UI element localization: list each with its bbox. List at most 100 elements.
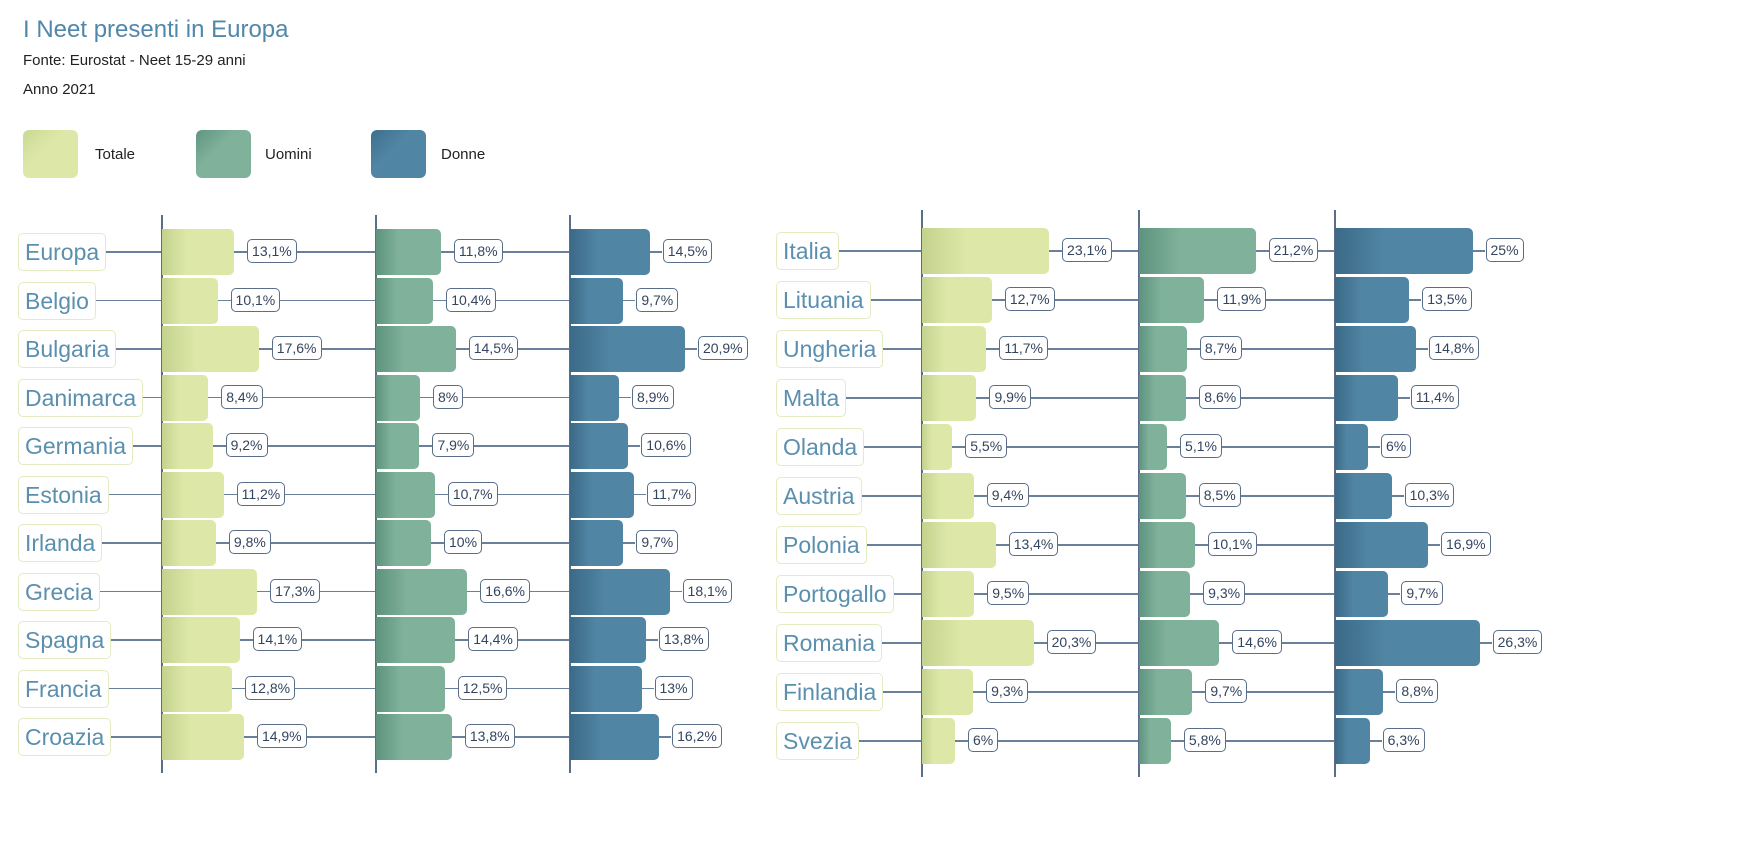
bar-totale bbox=[162, 374, 209, 421]
bar-totale bbox=[162, 714, 244, 760]
data-label: 9,7% bbox=[636, 287, 679, 312]
category-label: Italia bbox=[776, 232, 839, 270]
row-connector-line bbox=[776, 740, 1382, 742]
bar-uomini bbox=[1139, 277, 1205, 323]
data-label: 13,8% bbox=[464, 724, 515, 748]
data-label: 10,6% bbox=[641, 433, 691, 457]
bar-totale bbox=[922, 669, 974, 715]
bar-totale bbox=[922, 473, 974, 519]
bar-uomini bbox=[376, 423, 420, 469]
data-label: 10,3% bbox=[1404, 483, 1455, 507]
data-label: 14,9% bbox=[256, 724, 307, 748]
row-connector-line bbox=[776, 348, 1429, 350]
data-label: 9,7% bbox=[1401, 581, 1444, 605]
bar-donne bbox=[570, 229, 650, 275]
category-label: Polonia bbox=[776, 526, 867, 564]
data-label: 21,2% bbox=[1268, 238, 1319, 262]
axis-line bbox=[161, 215, 163, 773]
data-label: 9,9% bbox=[989, 385, 1032, 409]
bar-donne bbox=[570, 277, 624, 324]
bar-uomini bbox=[376, 665, 445, 712]
data-label: 26,3% bbox=[1492, 630, 1543, 654]
data-label: 14,8% bbox=[1429, 336, 1480, 360]
category-label: Austria bbox=[776, 477, 862, 515]
data-label: 10,4% bbox=[446, 287, 496, 312]
bar-uomini bbox=[376, 326, 456, 372]
bar-donne bbox=[570, 617, 646, 663]
row-connector-line bbox=[18, 396, 631, 398]
bar-uomini bbox=[376, 568, 468, 615]
bar-donne bbox=[570, 520, 624, 566]
data-label: 14,5% bbox=[468, 336, 519, 360]
data-label: 12,7% bbox=[1004, 287, 1055, 311]
data-label: 8,4% bbox=[221, 384, 264, 409]
bar-donne bbox=[570, 374, 619, 421]
axis-line bbox=[1138, 210, 1140, 777]
bar-uomini bbox=[1139, 522, 1195, 568]
legend-swatch-totale bbox=[23, 130, 78, 178]
data-label: 12,8% bbox=[245, 675, 296, 700]
data-label: 8,9% bbox=[631, 384, 674, 409]
chart-title: I Neet presenti in Europa bbox=[23, 16, 289, 43]
bar-totale bbox=[162, 423, 213, 469]
data-label: 11,4% bbox=[1410, 385, 1460, 409]
bar-donne bbox=[1335, 277, 1410, 323]
row-connector-line bbox=[776, 250, 1485, 252]
data-label: 8,5% bbox=[1198, 483, 1241, 507]
row-connector-line bbox=[18, 542, 636, 544]
data-label: 11,8% bbox=[453, 239, 503, 263]
row-connector-line bbox=[18, 639, 658, 641]
axis-line bbox=[1334, 210, 1336, 777]
data-label: 14,4% bbox=[468, 627, 518, 651]
bar-uomini bbox=[1139, 228, 1256, 274]
row-connector-line bbox=[18, 736, 672, 738]
data-label: 8,6% bbox=[1199, 385, 1242, 409]
data-label: 9,4% bbox=[986, 483, 1029, 507]
row-connector-line bbox=[18, 251, 662, 253]
category-label: Danimarca bbox=[18, 378, 144, 417]
category-label: Belgio bbox=[18, 281, 96, 320]
bar-uomini bbox=[1139, 326, 1187, 372]
row-connector-line bbox=[776, 544, 1440, 546]
data-label: 6,3% bbox=[1382, 728, 1425, 752]
bar-totale bbox=[922, 620, 1034, 666]
axis-line bbox=[569, 215, 571, 773]
data-label: 20,3% bbox=[1046, 630, 1097, 654]
bar-uomini bbox=[1139, 718, 1171, 764]
data-label: 14,6% bbox=[1232, 630, 1282, 654]
data-label: 11,7% bbox=[647, 481, 697, 506]
bar-donne bbox=[1335, 571, 1389, 617]
bar-uomini bbox=[1139, 375, 1187, 421]
category-label: Germania bbox=[18, 427, 133, 465]
row-connector-line bbox=[18, 493, 647, 495]
bar-totale bbox=[162, 665, 233, 712]
bar-totale bbox=[922, 375, 977, 421]
row-connector-line bbox=[776, 593, 1401, 595]
legend-swatch-uomini bbox=[196, 130, 251, 178]
data-label: 13,1% bbox=[247, 239, 297, 263]
bar-totale bbox=[162, 520, 216, 566]
bar-donne bbox=[570, 326, 685, 372]
bar-donne bbox=[1335, 228, 1473, 274]
data-label: 8% bbox=[433, 384, 464, 409]
bar-donne bbox=[1335, 473, 1392, 519]
data-label: 9,7% bbox=[636, 530, 679, 554]
bar-donne bbox=[1335, 375, 1398, 421]
data-label: 9,8% bbox=[228, 530, 271, 554]
data-label: 25% bbox=[1485, 238, 1524, 262]
data-label: 16,2% bbox=[672, 724, 722, 748]
data-label: 11,9% bbox=[1217, 287, 1267, 311]
category-label: Estonia bbox=[18, 475, 109, 514]
data-label: 8,8% bbox=[1396, 679, 1439, 703]
category-label: Romania bbox=[776, 624, 883, 662]
bar-totale bbox=[162, 617, 240, 663]
legend-swatch-donne bbox=[371, 130, 426, 178]
bar-donne bbox=[570, 665, 642, 712]
data-label: 6% bbox=[968, 728, 999, 752]
row-connector-line bbox=[18, 445, 641, 447]
bar-totale bbox=[162, 229, 235, 275]
data-label: 9,3% bbox=[986, 679, 1029, 703]
data-label: 16,9% bbox=[1440, 532, 1491, 556]
chart-source: Fonte: Eurostat - Neet 15-29 anni bbox=[23, 52, 246, 69]
row-connector-line bbox=[18, 348, 697, 350]
